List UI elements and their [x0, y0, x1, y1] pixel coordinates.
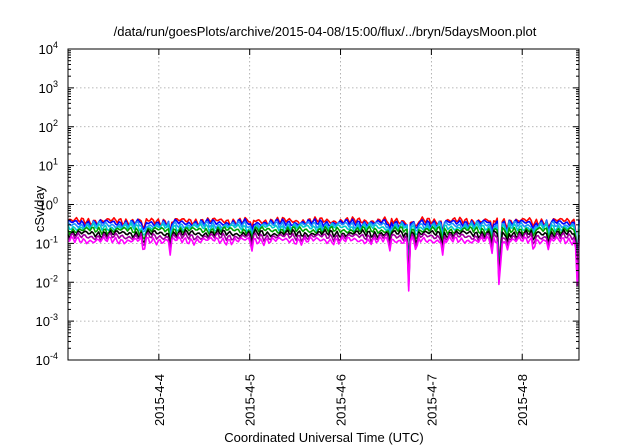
- chart-title: /data/run/goesPlots/archive/2015-04-08/1…: [114, 24, 537, 39]
- y-tick-label: 10-3: [36, 312, 58, 329]
- x-tick-label: 2015-4-7: [424, 374, 439, 426]
- y-tick-label: 102: [39, 118, 58, 135]
- grid-lines: [68, 49, 579, 360]
- y-tick-label: 10-1: [36, 234, 58, 251]
- series-line: [67, 216, 580, 269]
- y-tick-label: 101: [39, 157, 58, 174]
- y-tick-labels: 10-4 10-3 10-2 10-1 100 101 102 103 104: [36, 40, 58, 368]
- y-tick-label: 10-4: [36, 351, 58, 368]
- series-line: [67, 231, 580, 288]
- axis-ticks: [68, 48, 579, 361]
- y-axis-label: cSv/day: [32, 185, 47, 232]
- x-tick-labels: 2015-4-4 2015-4-5 2015-4-6 2015-4-7 2015-4-8: [152, 374, 530, 426]
- y-tick-label: 103: [39, 79, 58, 96]
- series-line: [67, 228, 580, 284]
- y-tick-label: 10-2: [36, 273, 58, 290]
- x-tick-label: 2015-4-4: [152, 374, 167, 426]
- series-line: [67, 235, 580, 292]
- data-series: [67, 216, 580, 292]
- x-tick-label: 2015-4-5: [243, 374, 258, 426]
- x-axis-label: Coordinated Universal Time (UTC): [224, 430, 423, 445]
- series-line: [67, 218, 580, 271]
- x-tick-label: 2015-4-6: [334, 374, 349, 426]
- y-tick-label: 100: [39, 196, 58, 213]
- x-tick-label: 2015-4-8: [515, 374, 530, 426]
- y-tick-label: 104: [39, 40, 58, 57]
